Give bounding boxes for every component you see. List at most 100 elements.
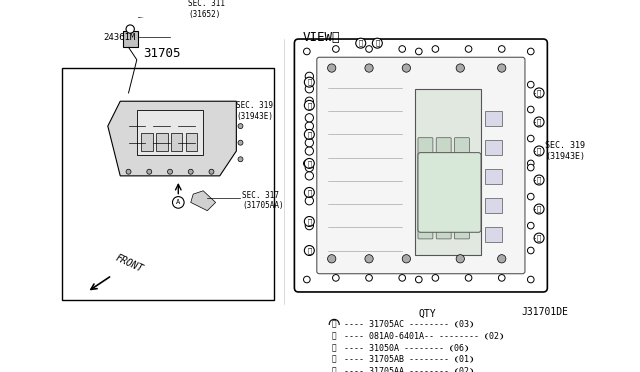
FancyBboxPatch shape xyxy=(485,111,502,126)
Circle shape xyxy=(527,106,534,113)
Text: ⓒ: ⓒ xyxy=(307,131,312,138)
Circle shape xyxy=(499,275,505,281)
Circle shape xyxy=(126,169,131,174)
Text: ⓔ: ⓔ xyxy=(332,366,337,372)
Circle shape xyxy=(305,196,314,205)
Circle shape xyxy=(432,275,438,281)
Text: ⓒ: ⓒ xyxy=(358,40,363,46)
Text: ⓓ: ⓓ xyxy=(332,355,337,364)
Circle shape xyxy=(188,169,193,174)
Circle shape xyxy=(465,275,472,281)
Circle shape xyxy=(168,169,173,174)
Circle shape xyxy=(305,147,314,155)
Text: QTY: QTY xyxy=(419,308,436,318)
Circle shape xyxy=(180,8,188,15)
FancyBboxPatch shape xyxy=(485,169,502,184)
Circle shape xyxy=(497,255,506,263)
Text: ---- 081A0-6401A-- -------- ❨02❩: ---- 081A0-6401A-- -------- ❨02❩ xyxy=(344,331,504,340)
FancyBboxPatch shape xyxy=(418,153,481,232)
FancyBboxPatch shape xyxy=(454,138,469,239)
Text: ⓑ: ⓑ xyxy=(537,90,541,96)
Circle shape xyxy=(305,114,314,122)
Text: ⓕ: ⓕ xyxy=(537,148,541,154)
Circle shape xyxy=(527,276,534,283)
Circle shape xyxy=(534,204,544,214)
Circle shape xyxy=(329,331,339,341)
Circle shape xyxy=(305,122,314,130)
Circle shape xyxy=(328,255,336,263)
Circle shape xyxy=(399,275,406,281)
Text: ⓑ: ⓑ xyxy=(307,218,312,225)
Circle shape xyxy=(126,25,134,33)
Circle shape xyxy=(305,188,314,196)
Circle shape xyxy=(238,124,243,129)
Circle shape xyxy=(305,97,314,105)
FancyBboxPatch shape xyxy=(123,31,138,47)
Circle shape xyxy=(527,247,534,254)
Circle shape xyxy=(456,64,465,72)
Text: ⓐ: ⓐ xyxy=(537,235,541,241)
FancyBboxPatch shape xyxy=(186,133,197,151)
Text: ⓓ: ⓓ xyxy=(375,40,380,46)
Circle shape xyxy=(305,138,314,147)
FancyBboxPatch shape xyxy=(436,138,451,239)
Circle shape xyxy=(328,64,336,72)
Text: J31701DE: J31701DE xyxy=(521,307,568,317)
FancyBboxPatch shape xyxy=(485,198,502,213)
Text: ---- 31705AA -------- ❨02❩: ---- 31705AA -------- ❨02❩ xyxy=(344,366,474,372)
Polygon shape xyxy=(191,191,216,211)
Circle shape xyxy=(305,163,314,172)
Circle shape xyxy=(365,64,373,72)
Circle shape xyxy=(238,157,243,162)
Circle shape xyxy=(432,46,438,52)
Circle shape xyxy=(356,38,365,48)
Text: SEC. 311
(31652): SEC. 311 (31652) xyxy=(188,0,225,19)
FancyBboxPatch shape xyxy=(485,140,502,155)
Circle shape xyxy=(305,85,314,93)
Text: ---- 31705AB -------- ❨01❩: ---- 31705AB -------- ❨01❩ xyxy=(344,355,474,364)
Circle shape xyxy=(534,88,544,98)
Circle shape xyxy=(329,366,339,372)
Circle shape xyxy=(402,255,410,263)
Circle shape xyxy=(527,48,534,55)
FancyBboxPatch shape xyxy=(141,133,152,151)
Circle shape xyxy=(527,135,534,142)
Circle shape xyxy=(527,164,534,171)
Circle shape xyxy=(372,38,382,48)
Text: 24361M: 24361M xyxy=(104,33,136,42)
Circle shape xyxy=(415,276,422,283)
Circle shape xyxy=(534,146,544,156)
FancyBboxPatch shape xyxy=(137,109,203,155)
Text: SEC. 319
(31943E): SEC. 319 (31943E) xyxy=(545,141,585,161)
Text: ⓒ: ⓒ xyxy=(307,102,312,109)
Circle shape xyxy=(534,175,544,185)
Circle shape xyxy=(305,100,314,110)
Text: ---- 31050A -------- ❨06❩: ---- 31050A -------- ❨06❩ xyxy=(344,343,469,352)
FancyBboxPatch shape xyxy=(171,133,182,151)
FancyBboxPatch shape xyxy=(415,89,481,255)
Circle shape xyxy=(534,117,544,127)
Circle shape xyxy=(305,246,314,255)
Circle shape xyxy=(333,275,339,281)
FancyBboxPatch shape xyxy=(418,138,433,239)
Circle shape xyxy=(238,140,243,145)
Circle shape xyxy=(365,46,372,52)
Text: ⓔ: ⓔ xyxy=(537,206,541,212)
Text: ⓐ: ⓐ xyxy=(332,320,337,329)
Circle shape xyxy=(329,354,339,364)
Circle shape xyxy=(534,233,544,243)
Circle shape xyxy=(365,255,373,263)
Circle shape xyxy=(305,221,314,230)
Circle shape xyxy=(209,169,214,174)
Text: SEC. 319
(31943E): SEC. 319 (31943E) xyxy=(236,101,273,121)
Circle shape xyxy=(329,343,339,353)
Circle shape xyxy=(305,246,314,256)
Polygon shape xyxy=(108,101,236,176)
Circle shape xyxy=(415,48,422,55)
Circle shape xyxy=(527,193,534,200)
Circle shape xyxy=(305,158,314,169)
Circle shape xyxy=(465,46,472,52)
FancyBboxPatch shape xyxy=(294,39,547,292)
FancyBboxPatch shape xyxy=(156,133,168,151)
Circle shape xyxy=(456,255,465,263)
